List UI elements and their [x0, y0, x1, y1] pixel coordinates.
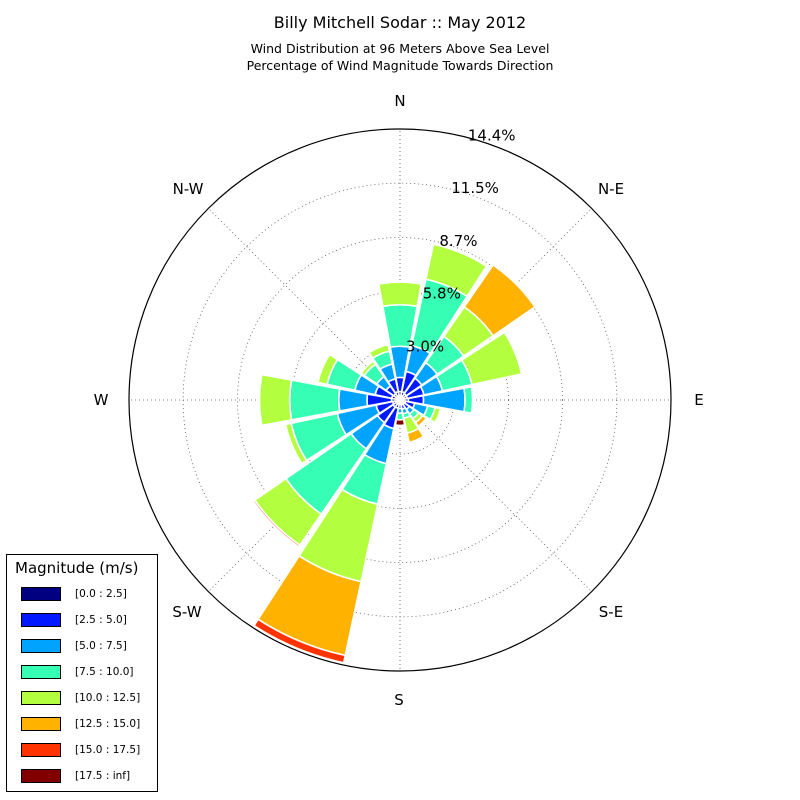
legend-swatch — [21, 769, 61, 783]
direction-label: S-E — [599, 603, 623, 621]
legend-label: [7.5 : 10.0] — [75, 666, 134, 678]
direction-label: N — [394, 92, 405, 110]
legend-label: [17.5 : inf] — [75, 770, 131, 782]
legend: Magnitude (m/s) [0.0 : 2.5] [2.5 : 5.0] … — [6, 554, 158, 792]
direction-label: S-W — [172, 603, 201, 621]
legend-title: Magnitude (m/s) — [15, 559, 139, 577]
wind-bar-segment — [408, 435, 426, 445]
legend-label: [0.0 : 2.5] — [75, 588, 127, 600]
wind-bar-segment — [428, 406, 442, 424]
wind-bar-segment — [503, 330, 524, 375]
legend-swatch — [21, 717, 61, 731]
grid-spoke — [399, 399, 592, 592]
legend-swatch — [21, 743, 61, 757]
direction-label: N-E — [598, 180, 624, 198]
wind-bar-segment — [316, 353, 339, 386]
legend-label: [10.0 : 12.5] — [75, 692, 141, 704]
radial-tick-label: 5.8% — [423, 285, 461, 303]
wind-bar-segment — [252, 618, 347, 664]
wind-bar-segment — [258, 373, 293, 427]
direction-label: W — [94, 391, 109, 409]
outer-frame-circle — [128, 128, 672, 672]
legend-swatch — [21, 587, 61, 601]
legend-label: [12.5 : 15.0] — [75, 718, 141, 730]
legend-swatch — [21, 691, 61, 705]
legend-swatch — [21, 639, 61, 653]
legend-swatch — [21, 613, 61, 627]
wind-bar-segment — [252, 499, 301, 548]
chart-title: Billy Mitchell Sodar :: May 2012 — [273, 13, 527, 32]
direction-label: S — [394, 691, 404, 709]
legend-label: [15.0 : 17.5] — [75, 744, 141, 756]
grid-circle — [237, 237, 563, 563]
wind-bar-segment — [284, 422, 308, 465]
chart-subtitle-line-1: Wind Distribution at 96 Meters Above Sea… — [250, 41, 550, 56]
wind-bar-segment — [394, 418, 406, 427]
chart-subtitle-line-2: Percentage of Wind Magnitude Towards Dir… — [246, 58, 554, 73]
wind-bar-segment — [432, 242, 489, 268]
radial-tick-label: 14.4% — [468, 127, 516, 145]
radial-tick-label: 11.5% — [451, 179, 499, 197]
legend-label: [5.0 : 7.5] — [75, 640, 127, 652]
direction-label: E — [694, 391, 703, 409]
wind-bar-segment — [492, 263, 537, 308]
legend-swatch — [21, 665, 61, 679]
wind-bar-segment — [463, 385, 474, 415]
radial-tick-label: 3.0% — [406, 337, 444, 355]
legend-label: [2.5 : 5.0] — [75, 614, 127, 626]
wind-bar-segment — [417, 417, 429, 429]
wind-bar-segment — [360, 360, 377, 377]
direction-label: N-W — [173, 180, 204, 198]
radial-tick-label: 8.7% — [439, 232, 477, 250]
wind-bar-segment — [377, 281, 423, 308]
wind-bar-segment — [368, 343, 391, 360]
